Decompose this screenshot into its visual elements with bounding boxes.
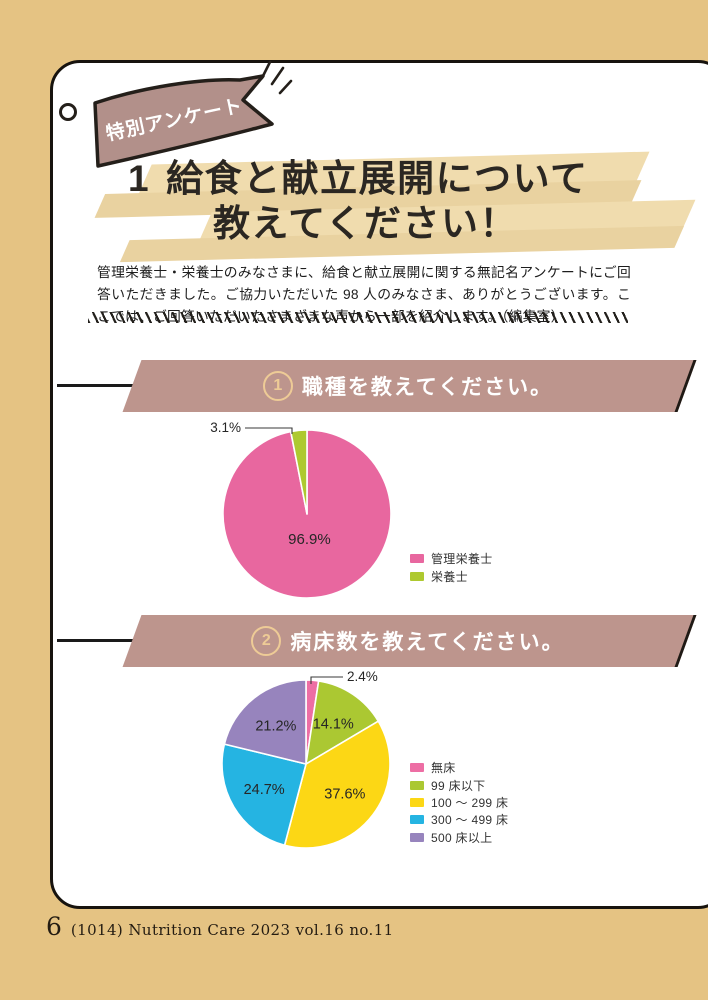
legend-item: 管理栄養士 — [410, 550, 493, 567]
pie-slice-2 — [283, 720, 391, 849]
legend-beds: 無床 99 床以下 100 ～ 299 床 300 ～ 499 床 500 床以上 — [410, 759, 508, 846]
flag-shape — [93, 74, 274, 168]
legend-item: 500 床以上 — [410, 829, 508, 846]
legend-occupation: 管理栄養士 栄養士 — [410, 550, 493, 585]
legend-item: 99 床以下 — [410, 776, 508, 793]
legend-item: 100 ～ 299 床 — [410, 794, 508, 811]
legend-item: 無床 — [410, 759, 508, 776]
slice-label: 21.2% — [255, 719, 296, 735]
callout-label: 2.4% — [347, 669, 378, 684]
legend-label: 300 ～ 499 床 — [431, 813, 509, 828]
legend-swatch — [410, 554, 424, 564]
legend-label: 500 床以上 — [431, 830, 493, 845]
pie-chart-occupation: 96.9% 3.1% — [210, 420, 392, 599]
hatched-divider — [88, 312, 628, 323]
legend-label: 管理栄養士 — [431, 552, 493, 567]
pie-slice-1 — [289, 429, 308, 515]
slice-label: 14.1% — [313, 717, 354, 733]
page-title-line1: 1 給食と献立展開について — [128, 158, 589, 199]
banner-left-line — [57, 639, 137, 642]
banner-left-line — [57, 384, 137, 387]
legend-item: 栄養士 — [410, 567, 493, 584]
page-title-line2: 教えてください！ — [213, 203, 519, 244]
legend-label: 100 ～ 299 床 — [431, 795, 509, 810]
issue-info: (1014) Nutrition Care 2023 vol.16 no.11 — [70, 921, 394, 939]
legend-swatch — [410, 571, 424, 581]
pie-chart-beds: 14.1% 37.6% 24.7% 21.2% 2.4% — [221, 669, 391, 849]
emphasis-lines-icon — [260, 60, 293, 95]
callout-label: 3.1% — [210, 420, 241, 435]
legend-label: 無床 — [431, 761, 456, 776]
question-title-1: 職種を教えてください。 — [301, 376, 554, 399]
circled-number-2: 2 — [251, 626, 282, 656]
pie-slice-4 — [223, 679, 307, 765]
callout-leader — [310, 676, 343, 684]
legend-item: 300 ～ 499 床 — [410, 811, 508, 828]
question-title-2: 病床数を教えてください。 — [290, 631, 565, 654]
flag-pole-ring — [59, 103, 77, 121]
question-banner-2: 2 病床数を教えてください。 — [57, 615, 697, 667]
flag-banner — [59, 60, 293, 168]
legend-label: 栄養士 — [431, 569, 468, 584]
circled-number-1: 1 — [262, 371, 293, 401]
callout-leader — [245, 427, 293, 434]
question-banner-1: 1 職種を教えてください。 — [57, 360, 697, 412]
legend-swatch — [410, 815, 424, 825]
pie-slice-3 — [221, 743, 307, 847]
legend-label: 99 床以下 — [431, 778, 486, 793]
slice-label: 24.7% — [244, 782, 285, 798]
legend-swatch — [410, 797, 424, 807]
slice-label: 37.6% — [324, 786, 365, 802]
slice-label: 96.9% — [288, 531, 331, 548]
legend-swatch — [410, 780, 424, 790]
page-number: 6 — [46, 912, 62, 941]
title-number: 1 — [128, 158, 151, 199]
legend-swatch — [410, 832, 424, 842]
pie-slice-1 — [305, 680, 380, 765]
page-footer: 6 (1014) Nutrition Care 2023 vol.16 no.1… — [46, 912, 666, 948]
legend-swatch — [410, 763, 424, 773]
